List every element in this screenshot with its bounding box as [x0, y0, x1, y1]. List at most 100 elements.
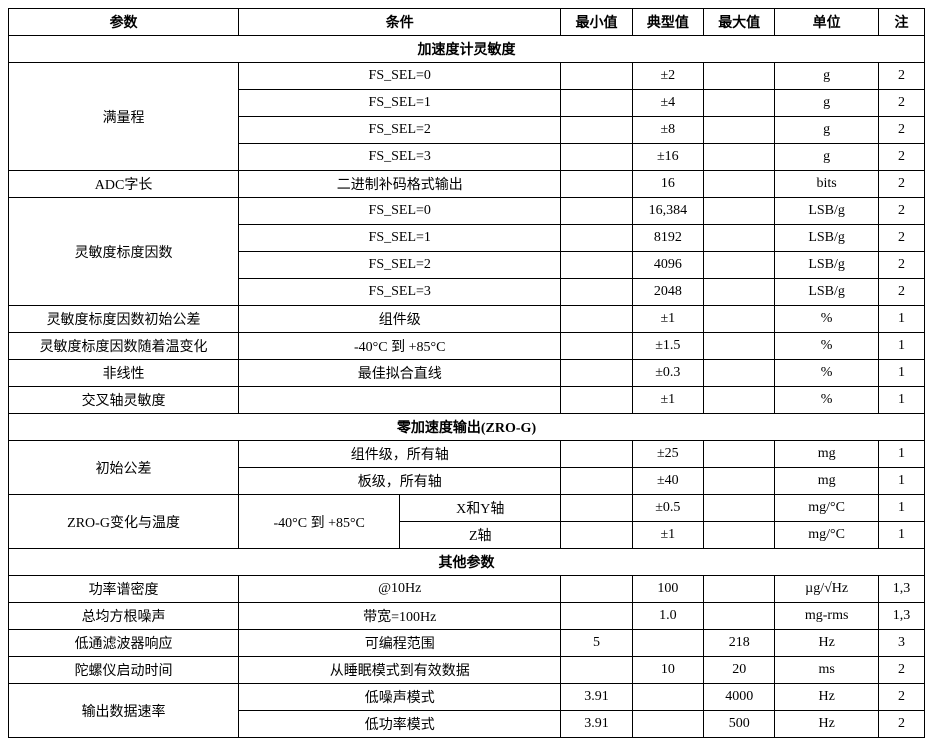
cell-note: 1 [878, 387, 924, 414]
cell-cond: 带宽=100Hz [239, 603, 561, 630]
cell-unit: % [775, 360, 879, 387]
cell-cond: 板级，所有轴 [239, 468, 561, 495]
cell-param: ADC字长 [9, 171, 239, 198]
cell-min [561, 522, 632, 549]
cell-note: 2 [878, 63, 924, 90]
cell-max [704, 495, 775, 522]
cell-cond: 低功率模式 [239, 711, 561, 738]
cell-note: 3 [878, 630, 924, 657]
table-row: 灵敏度标度因数随着温变化 -40°C 到 +85°C ±1.5 % 1 [9, 333, 925, 360]
cell-unit: LSB/g [775, 198, 879, 225]
cell-param: 非线性 [9, 360, 239, 387]
cell-max [704, 360, 775, 387]
cell-min [561, 279, 632, 306]
cell-unit: LSB/g [775, 225, 879, 252]
cell-max [704, 441, 775, 468]
cell-max: 4000 [704, 684, 775, 711]
cell-cond: -40°C 到 +85°C [239, 495, 400, 549]
cell-cond: 二进制补码格式输出 [239, 171, 561, 198]
cell-max [704, 333, 775, 360]
hdr-cond: 条件 [239, 9, 561, 36]
cell-note: 1 [878, 333, 924, 360]
table-row: 总均方根噪声 带宽=100Hz 1.0 mg-rms 1,3 [9, 603, 925, 630]
cell-min [561, 306, 632, 333]
table-row: 初始公差 组件级，所有轴 ±25 mg 1 [9, 441, 925, 468]
cell-min [561, 603, 632, 630]
cell-note: 1 [878, 522, 924, 549]
hdr-typ: 典型值 [632, 9, 703, 36]
table-row: 功率谱密度 @10Hz 100 µg/√Hz 1,3 [9, 576, 925, 603]
cell-typ: 1.0 [632, 603, 703, 630]
cell-min: 3.91 [561, 711, 632, 738]
cell-min [561, 90, 632, 117]
table-row: 满量程 FS_SEL=0 ±2 g 2 [9, 63, 925, 90]
cell-max [704, 522, 775, 549]
cell-typ: 8192 [632, 225, 703, 252]
cell-max: 500 [704, 711, 775, 738]
cell-cond: -40°C 到 +85°C [239, 333, 561, 360]
cell-max [704, 252, 775, 279]
cell-min [561, 495, 632, 522]
cell-max [704, 603, 775, 630]
cell-note: 1 [878, 360, 924, 387]
cell-typ: ±1 [632, 522, 703, 549]
cell-note: 2 [878, 684, 924, 711]
cell-cond [239, 387, 561, 414]
cell-max: 20 [704, 657, 775, 684]
cell-max [704, 576, 775, 603]
cell-min [561, 657, 632, 684]
table-row: 灵敏度标度因数 FS_SEL=0 16,384 LSB/g 2 [9, 198, 925, 225]
cell-unit: mg/°C [775, 495, 879, 522]
cell-min [561, 117, 632, 144]
cell-unit: ms [775, 657, 879, 684]
table-row: 低通滤波器响应 可编程范围 5 218 Hz 3 [9, 630, 925, 657]
cell-min [561, 387, 632, 414]
cell-min [561, 576, 632, 603]
cell-note: 1 [878, 441, 924, 468]
cell-unit: g [775, 63, 879, 90]
cell-unit: mg [775, 468, 879, 495]
cell-param: 灵敏度标度因数 [9, 198, 239, 306]
cell-note: 2 [878, 279, 924, 306]
cell-param: 灵敏度标度因数初始公差 [9, 306, 239, 333]
cell-note: 1 [878, 468, 924, 495]
cell-unit: µg/√Hz [775, 576, 879, 603]
cell-cond: FS_SEL=3 [239, 279, 561, 306]
table-row: 交叉轴灵敏度 ±1 % 1 [9, 387, 925, 414]
cell-param: 功率谱密度 [9, 576, 239, 603]
cell-max [704, 279, 775, 306]
cell-note: 2 [878, 144, 924, 171]
cell-typ: ±4 [632, 90, 703, 117]
cell-typ: 2048 [632, 279, 703, 306]
table-row: ZRO-G变化与温度 -40°C 到 +85°C X和Y轴 ±0.5 mg/°C… [9, 495, 925, 522]
cell-max [704, 144, 775, 171]
cell-typ [632, 684, 703, 711]
cell-min [561, 360, 632, 387]
cell-note: 2 [878, 90, 924, 117]
cell-max [704, 90, 775, 117]
cell-max [704, 198, 775, 225]
cell-note: 2 [878, 711, 924, 738]
cell-cond: 最佳拟合直线 [239, 360, 561, 387]
cell-param: 输出数据速率 [9, 684, 239, 738]
cell-param: 灵敏度标度因数随着温变化 [9, 333, 239, 360]
cell-cond: 从睡眠模式到有效数据 [239, 657, 561, 684]
cell-typ: 100 [632, 576, 703, 603]
cell-unit: Hz [775, 711, 879, 738]
cell-note: 1,3 [878, 576, 924, 603]
cell-cond: FS_SEL=3 [239, 144, 561, 171]
cell-min [561, 333, 632, 360]
cell-cond: FS_SEL=0 [239, 63, 561, 90]
cell-unit: mg/°C [775, 522, 879, 549]
cell-sub: X和Y轴 [400, 495, 561, 522]
cell-max [704, 306, 775, 333]
cell-max [704, 225, 775, 252]
cell-sub: Z轴 [400, 522, 561, 549]
table-row: 输出数据速率 低噪声模式 3.91 4000 Hz 2 [9, 684, 925, 711]
cell-typ: ±2 [632, 63, 703, 90]
table-row: 陀螺仪启动时间 从睡眠模式到有效数据 10 20 ms 2 [9, 657, 925, 684]
table-row: 非线性 最佳拟合直线 ±0.3 % 1 [9, 360, 925, 387]
cell-unit: g [775, 90, 879, 117]
cell-param: 总均方根噪声 [9, 603, 239, 630]
cell-min [561, 441, 632, 468]
